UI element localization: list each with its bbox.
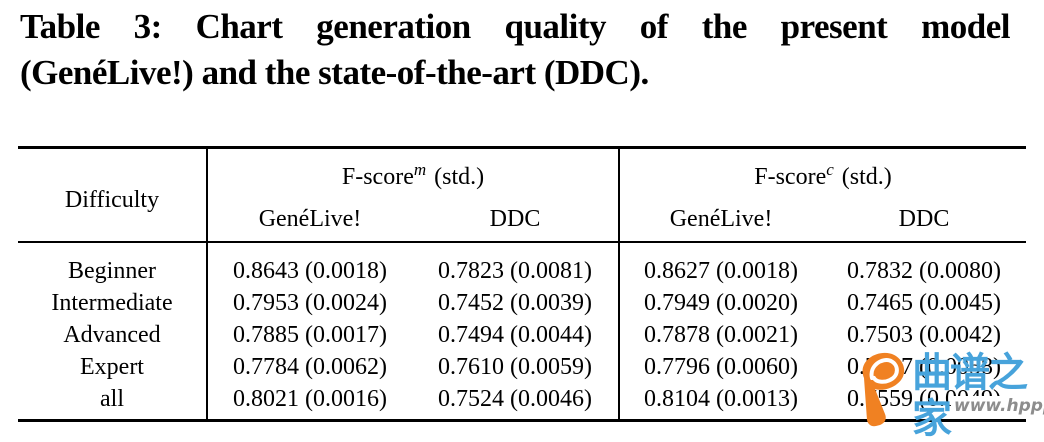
value-cell: 0.7878 (0.0021) bbox=[618, 319, 823, 351]
column-header-ddc-c: DDC bbox=[822, 195, 1027, 243]
table-row-advanced: Advanced 0.7885 (0.0017) 0.7494 (0.0044)… bbox=[18, 319, 1026, 351]
column-header-genelive-c: GenéLive! bbox=[618, 195, 823, 243]
fscore-m-superscript: m bbox=[413, 159, 427, 179]
watermark-url: www.hpppw.com bbox=[951, 396, 1044, 417]
difficulty-cell: Beginner bbox=[68, 258, 156, 284]
value-cell: 0.7524 (0.0046) bbox=[412, 383, 620, 422]
value-cell: 0.7452 (0.0039) bbox=[438, 290, 592, 316]
difficulty-cell: all bbox=[18, 383, 207, 422]
value-cell: 0.7885 (0.0017) bbox=[206, 319, 412, 351]
fscore-m-label: F-score bbox=[341, 163, 414, 190]
fscore-c-label: F-score bbox=[754, 163, 827, 190]
value-cell: 0.7953 (0.0024) bbox=[206, 287, 412, 319]
group-header-fscore-c: F-scorec (std.) bbox=[618, 147, 1027, 195]
difficulty-cell: Intermediate bbox=[51, 290, 173, 316]
table-row-beginner: Beginner 0.8643 (0.0018) 0.7823 (0.0081)… bbox=[18, 242, 1026, 287]
value-cell: 0.7494 (0.0044) bbox=[438, 322, 592, 348]
value-cell: 0.8021 (0.0016) bbox=[206, 383, 412, 422]
column-header-ddc-m: DDC bbox=[412, 195, 620, 243]
value-cell: 0.7949 (0.0020) bbox=[618, 287, 823, 319]
watermark-site-name: 曲谱之家 bbox=[912, 350, 1028, 442]
value-cell: 0.7610 (0.0059) bbox=[438, 354, 592, 380]
value-cell: 0.7503 (0.0042) bbox=[847, 322, 1001, 348]
column-header-difficulty: Difficulty bbox=[18, 147, 207, 243]
value-cell: 0.8104 (0.0013) bbox=[618, 383, 823, 422]
watermark-logo-icon bbox=[862, 352, 905, 427]
fscore-c-std-label: (std.) bbox=[841, 163, 892, 190]
value-cell: 0.7465 (0.0045) bbox=[847, 290, 1001, 316]
caption-line-1: Table 3: Chart generation quality of the… bbox=[20, 7, 1011, 46]
value-cell: 0.7784 (0.0062) bbox=[206, 351, 412, 383]
table-row-intermediate: Intermediate 0.7953 (0.0024) 0.7452 (0.0… bbox=[18, 287, 1026, 319]
value-cell: 0.7823 (0.0081) bbox=[438, 258, 592, 284]
value-cell: 0.8627 (0.0018) bbox=[618, 242, 823, 287]
header-group-row: Difficulty F-scorem (std.) F-scorec (std.) bbox=[18, 147, 1027, 243]
column-header-genelive-m: GenéLive! bbox=[206, 195, 412, 243]
header-sub-row: GenéLive! DDC GenéLive! DDC bbox=[18, 195, 1027, 243]
table-caption: Table 3: Chart generation quality of the… bbox=[20, 4, 1011, 96]
value-cell: 0.7796 (0.0060) bbox=[618, 351, 823, 383]
difficulty-cell: Expert bbox=[80, 354, 144, 380]
fscore-c-superscript: c bbox=[826, 159, 834, 179]
value-cell: 0.8643 (0.0018) bbox=[206, 242, 412, 287]
difficulty-cell: Advanced bbox=[63, 322, 161, 348]
fscore-m-std-label: (std.) bbox=[434, 163, 485, 190]
value-cell: 0.7832 (0.0080) bbox=[847, 258, 1001, 284]
group-header-fscore-m: F-scorem (std.) bbox=[205, 147, 620, 195]
caption-line-2: (GenéLive!) and the state-of-the-art (DD… bbox=[20, 53, 649, 92]
